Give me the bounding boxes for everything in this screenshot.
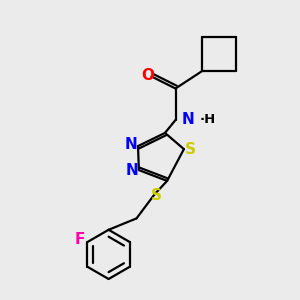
Text: F: F: [75, 232, 85, 247]
Text: N: N: [125, 137, 138, 152]
Text: N: N: [126, 163, 139, 178]
Text: N: N: [182, 112, 195, 127]
Text: S: S: [184, 142, 195, 157]
Text: ·H: ·H: [200, 113, 216, 126]
Text: O: O: [141, 68, 154, 82]
Text: S: S: [151, 188, 161, 202]
